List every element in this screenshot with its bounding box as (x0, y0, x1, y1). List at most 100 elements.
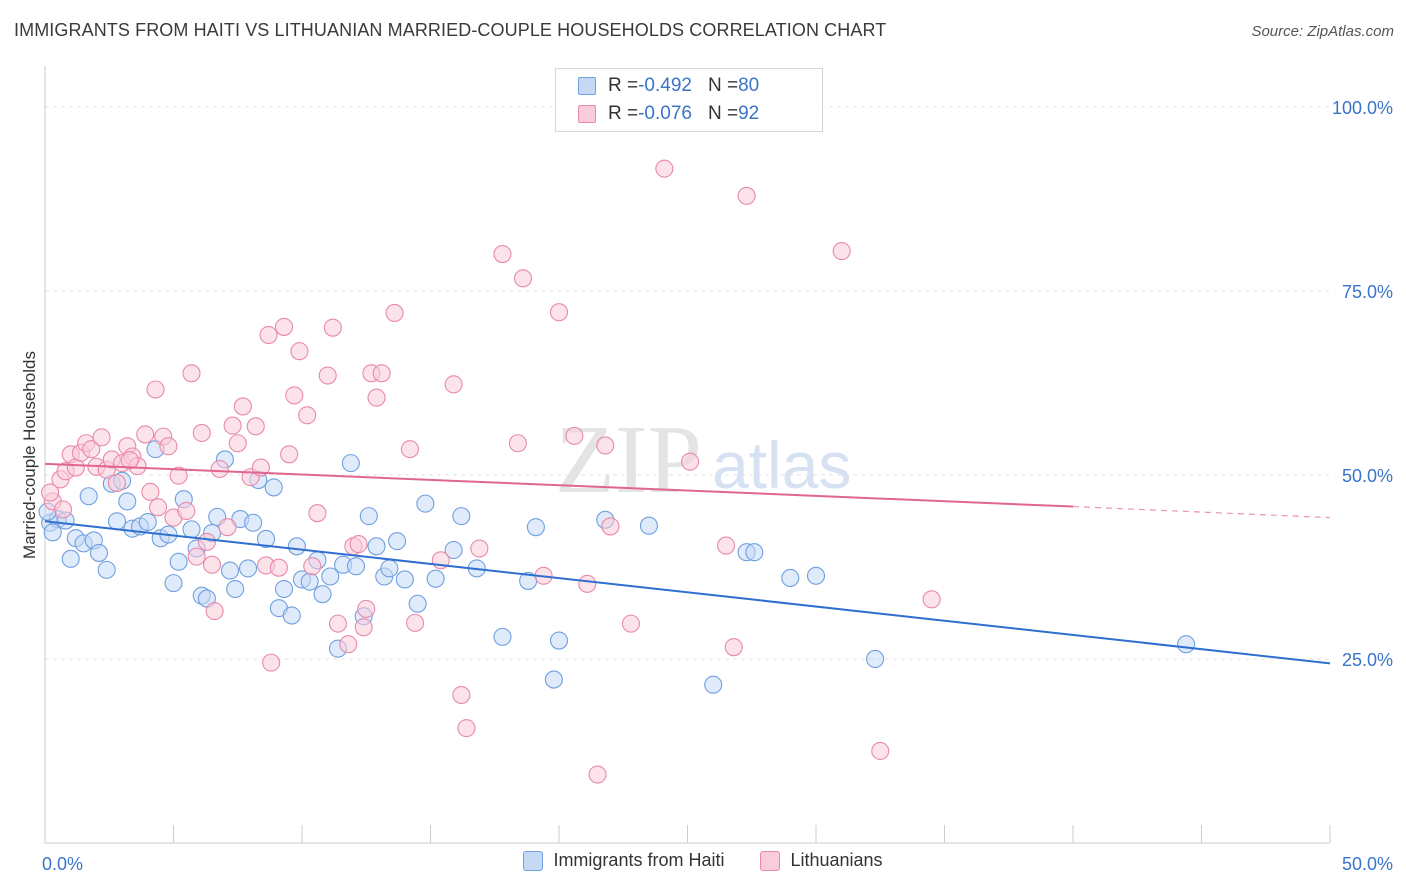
stat-n-value: 92 (738, 103, 760, 124)
lithuanians-point (274, 317, 294, 336)
haiti-point (79, 487, 98, 506)
lithuanians-point (724, 638, 743, 657)
haiti-swatch-icon (578, 77, 596, 95)
lithuanians-trend-line (44, 462, 1074, 508)
lithuanians-point (565, 426, 584, 445)
stat-n-value: 80 (738, 75, 760, 96)
lithuanians-point (141, 482, 160, 501)
lithuanians-point (716, 536, 736, 555)
legend-item-haiti[interactable]: Immigrants from Haiti (523, 850, 724, 871)
lithuanians-point (205, 602, 224, 621)
y-axis-label: Married-couple Households (20, 351, 39, 559)
lithuanians-point (41, 483, 60, 502)
lithuanians-point (197, 532, 216, 551)
lithuanians-legend-swatch-icon (760, 850, 781, 871)
haiti-point (346, 557, 366, 576)
haiti-point (164, 574, 183, 593)
haiti-point (107, 512, 127, 531)
lithuanians-point (737, 186, 756, 205)
haiti-point (388, 532, 407, 551)
haiti-point (97, 560, 116, 579)
lithuanians-point (82, 440, 101, 459)
lithuanians-point (385, 303, 404, 322)
lithuanians-point (146, 380, 165, 399)
data-points (38, 159, 1196, 784)
haiti-point (313, 585, 332, 604)
haiti-point (282, 606, 301, 625)
stat-n-label: N = (707, 103, 739, 124)
lithuanians-point (269, 558, 288, 577)
haiti-point (300, 572, 319, 591)
haiti-point (118, 492, 137, 511)
haiti-point (395, 570, 414, 589)
haiti-point (169, 552, 188, 571)
haiti-point (220, 561, 240, 580)
lithuanians-point (339, 635, 358, 654)
haiti-point (806, 566, 826, 585)
legend-label: Immigrants from Haiti (553, 850, 725, 870)
lithuanians-point (681, 452, 700, 471)
lithuanians-point (349, 535, 368, 554)
stat-r-label: R = (608, 75, 639, 96)
lithuanians-point (922, 590, 941, 609)
stat-r-value: -0.492 (638, 75, 692, 96)
trend-lines (44, 462, 1331, 665)
lithuanians-point (107, 473, 127, 493)
lithuanians-point (136, 425, 155, 444)
lithuanians-point (298, 406, 317, 425)
lithuanians-point (372, 364, 391, 383)
y-tick-label: 50.0% (1342, 466, 1393, 486)
grid-lines (45, 106, 1330, 660)
watermark-atlas: atlas (712, 428, 851, 502)
haiti-point (264, 478, 283, 497)
haiti-point (341, 454, 360, 473)
legend: Immigrants from Haiti Lithuanians (0, 850, 1406, 871)
lithuanians-point (621, 614, 641, 633)
x-tick-label: 0.0% (42, 854, 83, 874)
y-tick-label: 100.0% (1332, 98, 1393, 118)
haiti-point (426, 569, 445, 588)
y-tick-label: 75.0% (1342, 282, 1393, 302)
source-credit: Source: ZipAtlas.com (1251, 23, 1394, 40)
lithuanians-point (182, 364, 201, 383)
stats-row-lithuanians: R = -0.076 N = 92 (578, 101, 759, 127)
legend-label: Lithuanians (790, 850, 883, 870)
haiti-point (43, 523, 62, 542)
watermark: ZIP atlas (555, 406, 851, 514)
lithuanians-point (832, 242, 851, 261)
haiti-point (416, 494, 435, 513)
lithuanians-point (493, 244, 512, 264)
lithuanians-point (192, 423, 211, 442)
lithuanians-point (871, 741, 890, 761)
haiti-point (1177, 635, 1196, 654)
haiti-point (244, 513, 263, 532)
legend-item-lithuanians[interactable]: Lithuanians (760, 850, 883, 871)
lithuanians-point (318, 366, 337, 385)
lithuanians-point (354, 618, 373, 637)
haiti-point (226, 579, 245, 599)
haiti-point (493, 627, 512, 646)
lithuanians-point (457, 719, 476, 738)
haiti-point (238, 559, 258, 578)
lithuanians-point (452, 685, 471, 705)
lithuanians-point (53, 500, 73, 519)
haiti-point (444, 540, 463, 560)
haiti-point (866, 649, 885, 669)
stat-r-value: -0.076 (638, 103, 692, 124)
haiti-point (704, 675, 723, 694)
lithuanians-point (513, 269, 533, 288)
haiti-point (380, 559, 399, 578)
watermark-zip: ZIP (555, 406, 702, 514)
lithuanians-point (601, 517, 620, 536)
lithuanians-point (596, 436, 615, 455)
haiti-point (549, 631, 569, 650)
lithuanians-point (508, 434, 527, 453)
lithuanians-point (578, 574, 597, 593)
lithuanians-point (203, 555, 222, 574)
haiti-point (526, 518, 545, 537)
stat-n-label: N = (707, 75, 739, 96)
lithuanians-point (259, 325, 278, 345)
haiti-point (367, 537, 386, 556)
lithuanians-point (444, 375, 463, 394)
